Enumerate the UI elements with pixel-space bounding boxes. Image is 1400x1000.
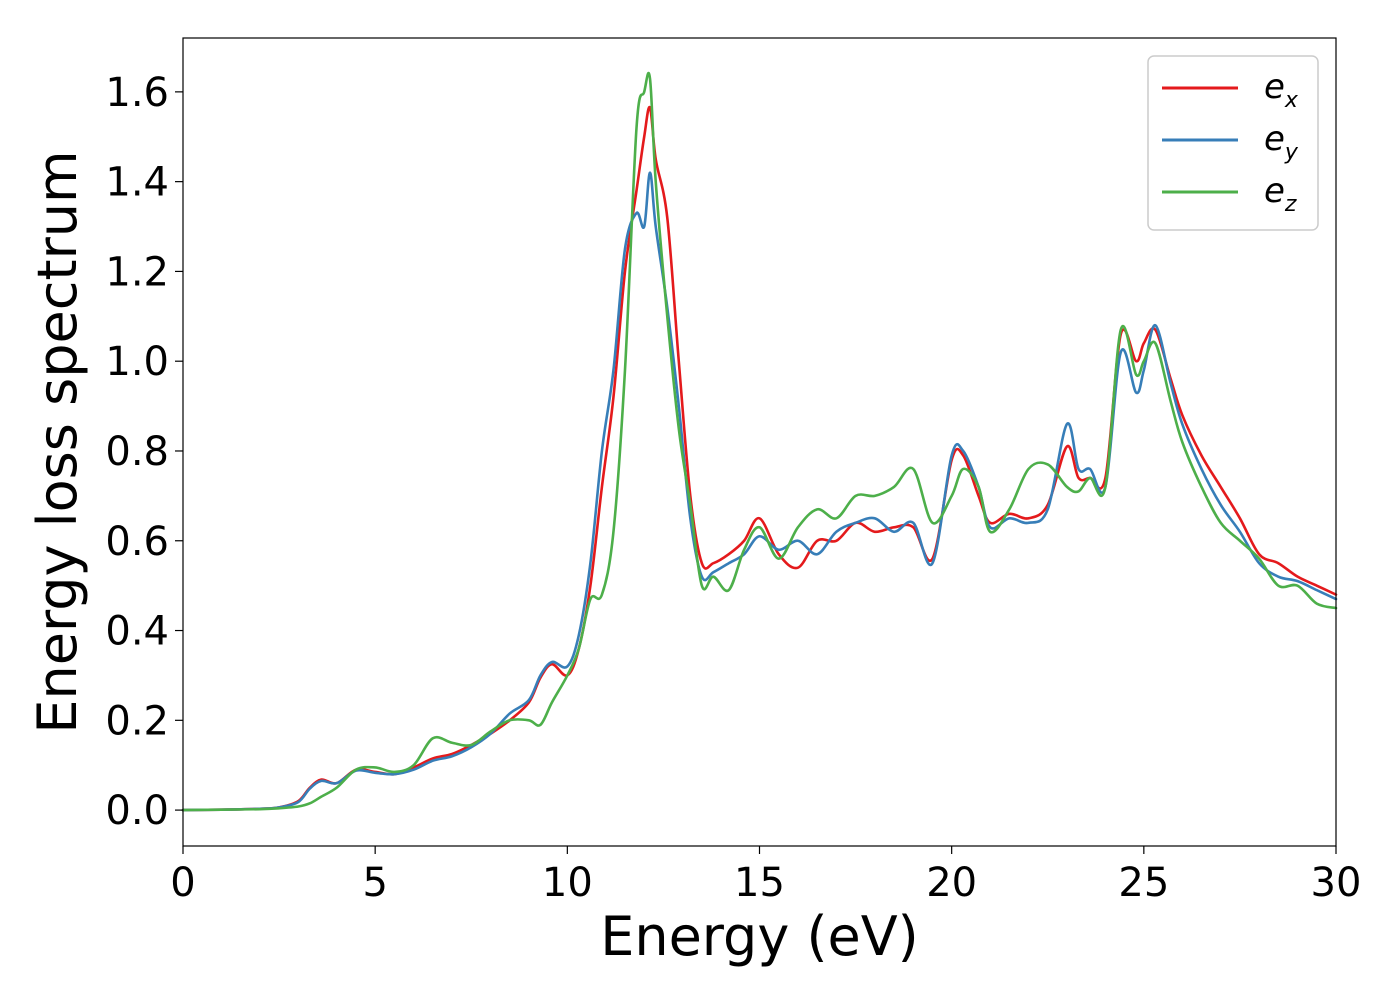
y-tick-label: 1.0 — [105, 339, 169, 385]
x-axis-title: Energy (eV) — [600, 905, 919, 968]
x-tick-label: 25 — [1118, 860, 1169, 906]
y-tick-label: 1.4 — [105, 160, 169, 206]
y-tick-label: 0.2 — [105, 698, 169, 744]
y-tick-label: 0.6 — [105, 519, 169, 565]
x-axis-ticks: 0 5 10 15 20 25 30 — [170, 846, 1361, 906]
legend-label-x: ex — [1264, 67, 1299, 113]
y-axis-ticks: 0.0 0.2 0.4 0.6 0.8 1.0 1.2 1.4 1.6 — [105, 70, 183, 834]
y-axis-title: Energy loss spectrum — [26, 150, 89, 733]
legend-box — [1147, 55, 1319, 231]
y-tick-label: 0.8 — [105, 429, 169, 475]
x-tick-label: 30 — [1311, 860, 1362, 906]
y-tick-label: 1.6 — [105, 70, 169, 116]
x-tick-label: 0 — [170, 860, 195, 906]
y-tick-label: 0.0 — [105, 788, 169, 834]
legend: ex ey ez — [1147, 55, 1319, 231]
series-layer — [181, 71, 1338, 812]
y-tick-label: 1.2 — [105, 249, 169, 295]
series-line-x — [181, 105, 1338, 812]
legend-label-y: ey — [1264, 119, 1299, 165]
legend-label-z: ez — [1264, 171, 1297, 217]
x-tick-label: 5 — [362, 860, 387, 906]
series-line-z — [181, 71, 1338, 812]
x-tick-label: 10 — [542, 860, 593, 906]
series-line-y — [181, 171, 1338, 812]
y-tick-label: 0.4 — [105, 609, 169, 655]
x-tick-label: 20 — [926, 860, 977, 906]
x-tick-label: 15 — [734, 860, 785, 906]
